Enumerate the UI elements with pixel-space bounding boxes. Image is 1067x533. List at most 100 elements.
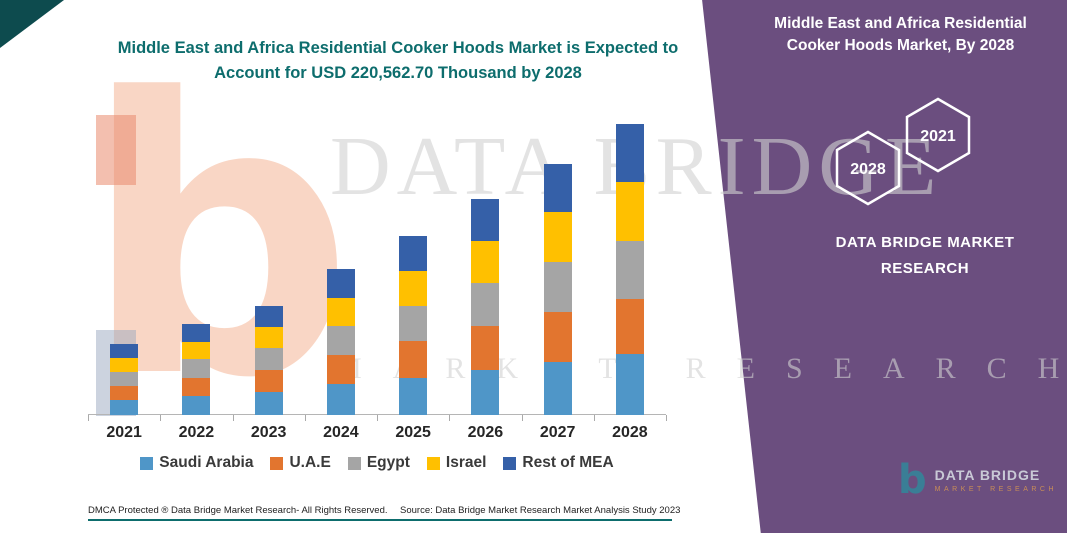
bar-segment-2027-saudi-arabia <box>543 362 572 415</box>
legend-label: Saudi Arabia <box>159 454 254 471</box>
dbmr-logo-name: DATA BRIDGE <box>934 467 1041 483</box>
bar-segment-2024-saudi-arabia <box>326 384 355 415</box>
watermark-subtext: MARKET RESEARCH <box>335 352 1067 385</box>
legend-swatch-icon <box>140 456 154 470</box>
source-note: Source: Data Bridge Market Research Mark… <box>400 505 681 516</box>
plot-area <box>88 112 667 421</box>
brand-text-line1: DATA BRIDGE MARKET <box>835 234 1015 251</box>
x-axis-label: 2023 <box>250 424 287 441</box>
legend-swatch-icon <box>270 456 284 470</box>
x-axis-label: 2027 <box>539 424 576 441</box>
bar-segment-2028-egypt <box>615 241 644 299</box>
x-axis-tick <box>521 415 523 421</box>
bar-segment-2027-rest-of-mea <box>543 163 572 213</box>
dmca-notice: DMCA Protected ® Data Bridge Market Rese… <box>88 505 388 516</box>
bar-segment-2024-egypt <box>326 325 355 355</box>
bar-segment-2028-saudi-arabia <box>615 354 644 415</box>
legend-label: Rest of MEA <box>522 454 614 471</box>
legend-swatch-icon <box>426 456 440 470</box>
legend-swatch-icon <box>347 456 361 470</box>
bar-segment-2028-israel <box>615 182 644 241</box>
legend-item-u-a-e: U.A.E <box>270 454 331 472</box>
x-axis-tick <box>304 415 306 421</box>
bar-segment-2023-saudi-arabia <box>254 392 283 415</box>
dbmr-logo-subtitle: MARKET RESEARCH <box>934 486 1058 493</box>
bar-segment-2025-u-a-e <box>399 341 428 378</box>
x-axis-label: 2021 <box>106 424 142 441</box>
x-axis-labels: 2021 2022 2023 2024 2025 2026 2027 2028 <box>88 424 666 442</box>
legend-item-egypt: Egypt <box>347 454 410 472</box>
chart-title-line2: Account for USD 220,562.70 Thousand by 2… <box>214 63 582 82</box>
bar-segment-2023-egypt <box>254 348 283 370</box>
legend: Saudi Arabia U.A.E Egypt Israel Rest of MEA <box>78 454 676 472</box>
bar-segment-2025-israel <box>399 270 428 306</box>
x-axis-tick <box>160 415 162 421</box>
dbmr-logo: b DATA BRIDGE MARKET RESEARCH <box>898 457 1057 503</box>
bar-segment-2026-saudi-arabia <box>471 369 500 415</box>
hexagon-2028-icon <box>835 130 901 206</box>
bar-segment-2027-israel <box>543 212 572 262</box>
x-axis-label: 2024 <box>323 424 359 441</box>
bar-segment-2025-saudi-arabia <box>399 377 428 415</box>
brand-text: DATA BRIDGE MARKET RESEARCH <box>800 230 1050 281</box>
bar-segment-2026-egypt <box>471 283 500 327</box>
hexagon-2021-label: 2021 <box>920 128 956 145</box>
legend-label: Israel <box>445 454 487 471</box>
bar-segment-2026-u-a-e <box>471 326 500 370</box>
hexagon-2028-label: 2028 <box>850 161 886 178</box>
bar-segment-2022-saudi-arabia <box>182 395 211 415</box>
bar-segment-2021-saudi-arabia <box>110 400 139 415</box>
x-axis-tick <box>449 415 451 421</box>
x-axis-label: 2022 <box>178 424 215 441</box>
x-axis-label: 2028 <box>612 424 648 441</box>
legend-item-israel: Israel <box>426 454 487 472</box>
x-axis-tick <box>377 415 378 421</box>
bar-segment-2022-rest-of-mea <box>182 323 211 342</box>
legend-item-saudi-arabia: Saudi Arabia <box>140 454 253 472</box>
x-axis-label: 2025 <box>395 424 431 441</box>
bar-segment-2022-israel <box>182 341 211 360</box>
bar-segment-2023-rest-of-mea <box>254 305 283 327</box>
bar-segment-2024-rest-of-mea <box>326 269 355 298</box>
chart-title: Middle East and Africa Residential Cooke… <box>88 36 708 86</box>
x-axis-tick <box>88 415 89 421</box>
x-axis-line <box>88 414 666 415</box>
year-hexagons: 2028 2021 <box>835 97 971 206</box>
bar-segment-2021-egypt <box>110 371 139 386</box>
legend-label: U.A.E <box>289 454 331 471</box>
corner-accent-triangle <box>0 0 64 48</box>
logo-watermark-stem-top <box>96 115 136 185</box>
legend-swatch-icon <box>503 456 517 470</box>
dbmr-logo-text: DATA BRIDGE MARKET RESEARCH <box>935 467 1057 493</box>
legend-label: Egypt <box>366 454 410 471</box>
x-axis-tick <box>666 415 667 421</box>
bar-segment-2024-israel <box>326 297 355 326</box>
x-axis-tick <box>232 415 234 421</box>
sidebar-title: Middle East and Africa Residential Cooke… <box>774 15 1027 55</box>
bar-segment-2026-rest-of-mea <box>471 199 500 242</box>
bar-segment-2022-egypt <box>182 359 211 378</box>
bar-segment-2028-u-a-e <box>615 298 644 355</box>
chart-title-line1: Middle East and Africa Residential Cooke… <box>117 39 679 57</box>
bar-segment-2027-egypt <box>543 261 572 312</box>
x-axis-tick <box>593 415 595 421</box>
bar-segment-2021-rest-of-mea <box>110 344 139 358</box>
legend-item-rest-of-mea: Rest of MEA <box>503 454 614 472</box>
hexagon-2021-icon <box>905 97 971 173</box>
bar-segment-2022-u-a-e <box>182 377 211 396</box>
footer-divider <box>88 519 672 521</box>
bar-segment-2023-u-a-e <box>254 370 283 393</box>
brand-text-line2: RESEARCH <box>880 259 970 277</box>
bar-segment-2026-israel <box>471 241 500 284</box>
bar-segment-2028-rest-of-mea <box>615 124 644 183</box>
bar-segment-2027-u-a-e <box>543 311 572 363</box>
x-axis-label: 2026 <box>467 424 504 441</box>
bar-segment-2024-u-a-e <box>326 354 355 385</box>
bar-segment-2025-egypt <box>399 305 428 342</box>
bar-segment-2021-israel <box>110 357 139 372</box>
dbmr-logo-b-icon: b <box>898 457 927 503</box>
bar-segment-2021-u-a-e <box>110 385 139 401</box>
bar-segment-2023-israel <box>254 326 283 349</box>
